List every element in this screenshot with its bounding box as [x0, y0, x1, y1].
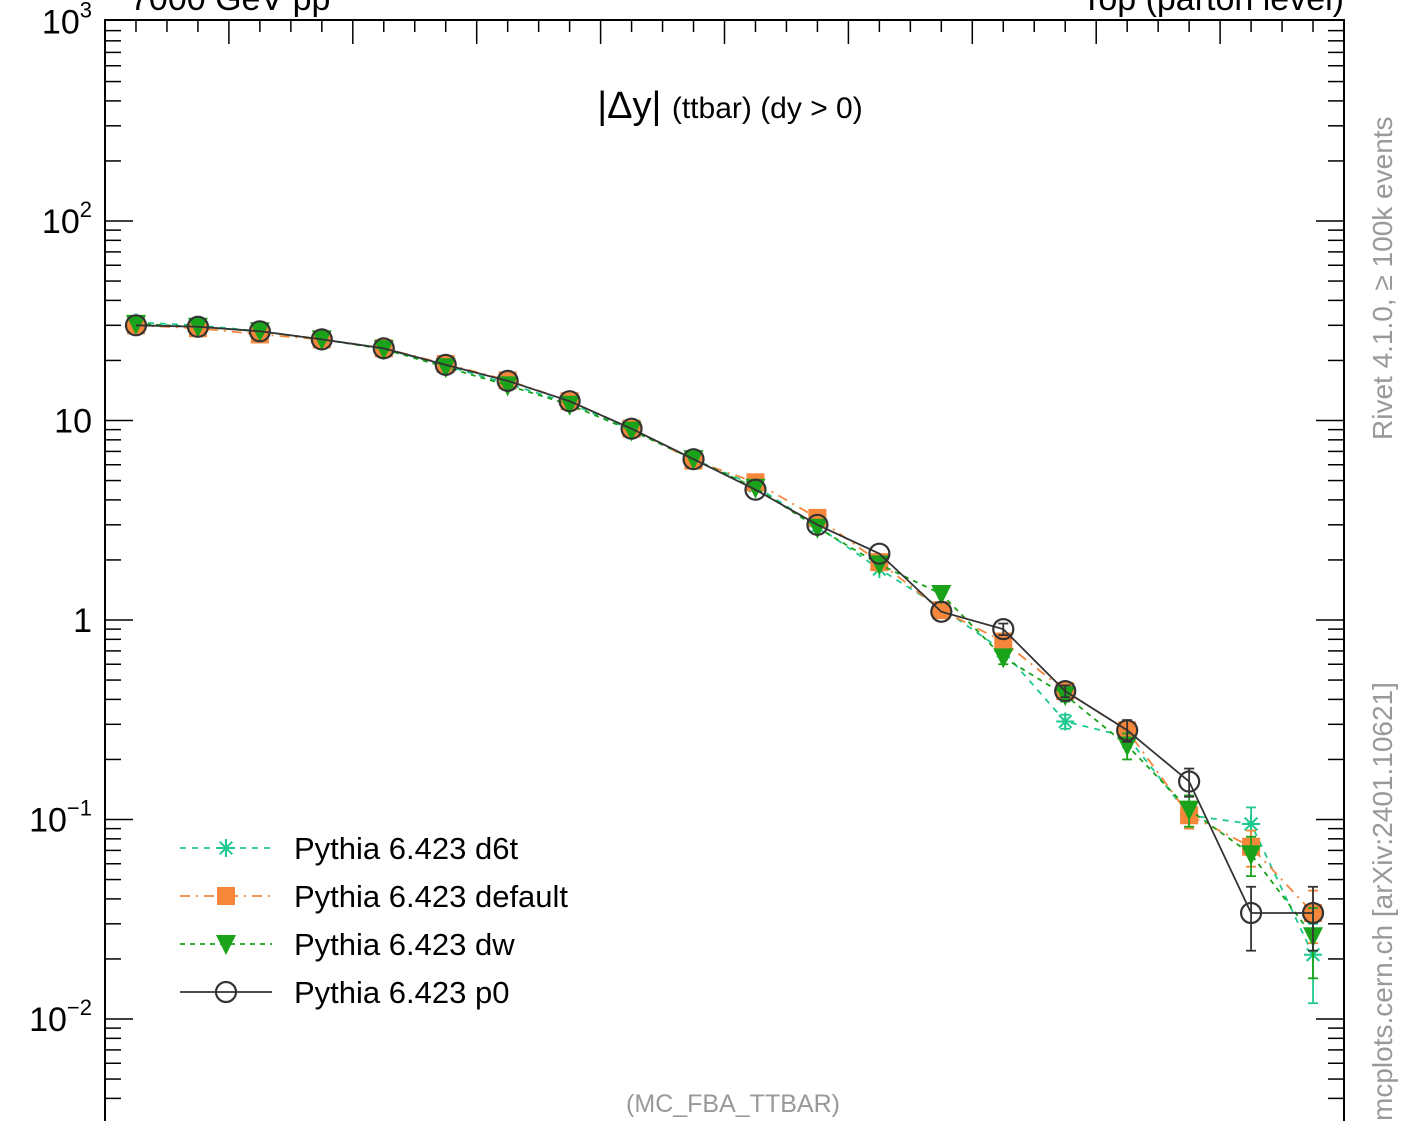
data-point	[869, 555, 890, 576]
mcplots-label: mcplots.cern.ch [arXiv:2401.10621]	[1367, 682, 1398, 1121]
data-point	[1239, 901, 1263, 925]
data-point	[558, 390, 581, 413]
y-tick-label: 10−1	[29, 796, 92, 840]
legend-entry: Pythia 6.423 d6t	[180, 831, 518, 866]
rivet-label: Rivet 4.1.0, ≥ 100k events	[1367, 116, 1398, 440]
series-line	[135, 324, 1314, 914]
error-bar	[1246, 885, 1257, 952]
data-point	[930, 600, 953, 623]
y-tick-label: 10	[54, 403, 92, 441]
legend-label: Pythia 6.423 p0	[294, 975, 509, 1010]
data-point	[373, 340, 394, 361]
legend-label: Pythia 6.423 d6t	[294, 831, 518, 866]
data-point	[744, 478, 767, 501]
plot-frame	[104, 19, 1345, 1121]
legend: Pythia 6.423 d6t Pythia 6.423 default Pyth…	[180, 831, 568, 1010]
y-tick-label: 103	[42, 0, 92, 42]
data-point	[496, 369, 519, 392]
legend-marker	[216, 935, 236, 955]
data-point	[993, 648, 1014, 669]
data-point	[310, 328, 333, 351]
data-point	[931, 584, 952, 605]
legend-label: Pythia 6.423 default	[294, 879, 568, 914]
data-point	[1301, 901, 1325, 925]
error-bar	[998, 622, 1009, 637]
analysis-label: (MC_FBA_TTBAR)	[626, 1090, 840, 1118]
data-point	[248, 320, 271, 343]
data-point	[249, 322, 270, 343]
data-point	[186, 315, 210, 338]
header-right: Top (parton level)	[1081, 0, 1344, 18]
legend-entry: Pythia 6.423 default	[180, 879, 568, 914]
data-point	[434, 353, 457, 376]
data-point	[682, 448, 705, 471]
data-point	[868, 542, 891, 565]
data-point	[497, 376, 518, 397]
data-point	[932, 601, 951, 620]
legend-entry: Pythia 6.423 dw	[180, 927, 515, 962]
data-point	[124, 314, 148, 337]
data-point	[1178, 770, 1201, 793]
header-left: 7000 GeV pp	[130, 0, 330, 18]
data-point	[1241, 845, 1262, 866]
data-point	[125, 314, 146, 335]
data-point	[311, 330, 332, 351]
series-line	[135, 324, 1314, 914]
data-point	[807, 518, 828, 539]
chart-title: |Δy| (ttbar) (dy > 0)	[597, 85, 862, 127]
chart-title-main: |Δy|	[597, 85, 661, 127]
axis-ticks	[104, 20, 1345, 1100]
data-point	[1116, 719, 1139, 742]
data-point	[806, 513, 829, 536]
error-bar	[1308, 885, 1319, 952]
legend-marker	[217, 887, 235, 905]
data-point	[620, 417, 643, 440]
data-point	[187, 317, 208, 338]
y-tick-label: 1	[73, 602, 92, 640]
error-bar	[1060, 684, 1071, 699]
data-point	[1054, 680, 1077, 703]
y-tick-label: 102	[42, 197, 92, 241]
chart-title-sub: (ttbar) (dy > 0)	[672, 92, 863, 125]
data-point	[992, 618, 1015, 641]
series-4	[124, 314, 1325, 952]
data-point	[1056, 712, 1075, 731]
legend-marker	[214, 980, 238, 1004]
data-point	[559, 395, 580, 416]
y-tick-label: 10−2	[29, 995, 92, 1039]
legend-marker	[217, 839, 235, 857]
series-layer	[124, 313, 1325, 1005]
data-point	[1179, 800, 1200, 821]
legend-label: Pythia 6.423 dw	[294, 927, 515, 962]
data-point	[372, 337, 395, 360]
legend-entry: Pythia 6.423 p0	[180, 975, 509, 1010]
